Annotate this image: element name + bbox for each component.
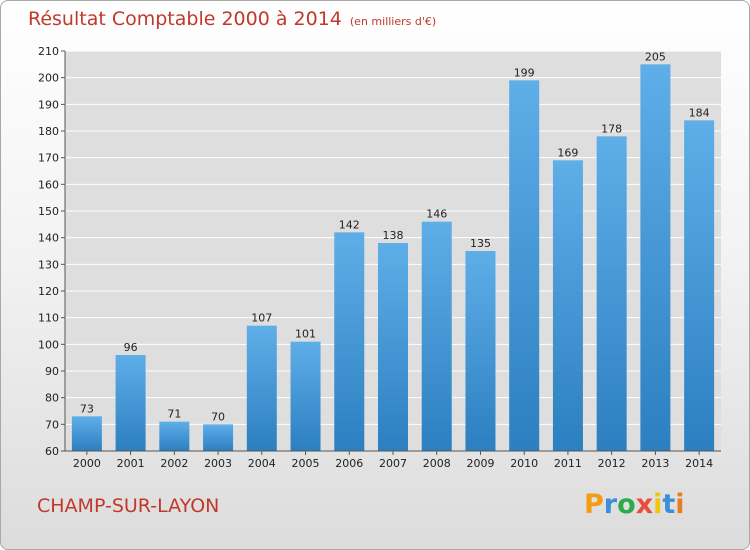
x-tick-label: 2007 bbox=[379, 457, 407, 470]
bar bbox=[159, 421, 190, 451]
data-labels: 73 96 71 70 107 101 142 138 146 135 199 169 178 205 18… bbox=[80, 50, 710, 423]
x-tick-label: 2000 bbox=[73, 457, 101, 470]
x-tick-label: 2008 bbox=[423, 457, 451, 470]
data-label: 73 bbox=[80, 402, 94, 415]
data-label: 146 bbox=[426, 208, 447, 221]
brand-letter: t bbox=[662, 489, 676, 520]
y-tick-label: 60 bbox=[45, 445, 59, 458]
y-tick-label: 80 bbox=[45, 392, 59, 405]
x-tick-label: 2012 bbox=[598, 457, 626, 470]
y-tick-label: 150 bbox=[38, 205, 59, 218]
x-tick-label: 2005 bbox=[292, 457, 320, 470]
bar bbox=[334, 232, 365, 451]
bar bbox=[640, 64, 671, 452]
y-tick-label: 120 bbox=[38, 285, 59, 298]
bar bbox=[552, 160, 583, 452]
x-tick-label: 2006 bbox=[335, 457, 363, 470]
y-tick-label: 70 bbox=[45, 418, 59, 431]
y-tick-label: 180 bbox=[38, 125, 59, 138]
bar bbox=[509, 80, 540, 451]
y-tick-label: 160 bbox=[38, 178, 59, 191]
data-label: 138 bbox=[383, 229, 404, 242]
bar bbox=[203, 424, 234, 451]
chart-title: Résultat Comptable 2000 à 2014 (en millie… bbox=[28, 8, 436, 30]
data-label: 135 bbox=[470, 237, 491, 250]
data-label: 184 bbox=[689, 106, 710, 119]
x-tick-label: 2010 bbox=[510, 457, 538, 470]
title-main: Résultat Comptable 2000 à 2014 bbox=[28, 8, 342, 30]
data-label: 96 bbox=[124, 341, 138, 354]
y-tick-label: 170 bbox=[38, 152, 59, 165]
brand-letter: P bbox=[584, 489, 604, 520]
data-label: 205 bbox=[645, 50, 666, 63]
brand-logo: Proxiti bbox=[584, 489, 685, 520]
data-label: 142 bbox=[339, 218, 360, 231]
x-tick-label: 2003 bbox=[204, 457, 232, 470]
bar bbox=[596, 136, 627, 452]
y-tick-label: 90 bbox=[45, 365, 59, 378]
bar bbox=[465, 251, 496, 451]
x-tick-label: 2013 bbox=[641, 457, 669, 470]
x-tick-label: 2014 bbox=[685, 457, 713, 470]
x-tick-label: 2011 bbox=[554, 457, 582, 470]
y-axis: 60 70 80 90 100 110 120 130 140 150 160 170 180 190 20… bbox=[38, 45, 66, 458]
data-label: 107 bbox=[251, 312, 272, 325]
x-tick-label: 2001 bbox=[117, 457, 145, 470]
x-axis: 2000 2001 2002 2003 2004 2005 2006 2007 2008 2009… bbox=[65, 450, 721, 470]
title-subtitle: (en milliers d'€) bbox=[349, 15, 437, 28]
x-tick-label: 2002 bbox=[160, 457, 188, 470]
x-tick-label: 2009 bbox=[466, 457, 494, 470]
y-tick-label: 190 bbox=[38, 98, 59, 111]
data-label: 199 bbox=[514, 66, 535, 79]
data-label: 70 bbox=[211, 410, 225, 423]
x-tick-label: 2004 bbox=[248, 457, 276, 470]
city-name: CHAMP-SUR-LAYON bbox=[37, 495, 220, 517]
data-label: 178 bbox=[601, 122, 622, 135]
data-label: 101 bbox=[295, 328, 316, 341]
brand-letter: i bbox=[653, 489, 663, 520]
bars bbox=[71, 64, 715, 452]
bar bbox=[378, 243, 408, 451]
y-tick-label: 100 bbox=[38, 338, 59, 351]
bar bbox=[684, 120, 715, 451]
brand-letter: o bbox=[617, 489, 636, 520]
bar bbox=[71, 416, 102, 451]
brand-letter: x bbox=[635, 489, 654, 520]
bar bbox=[115, 355, 146, 451]
y-tick-label: 140 bbox=[38, 232, 59, 245]
bar bbox=[421, 221, 452, 451]
bar bbox=[246, 325, 277, 451]
bar bbox=[290, 341, 321, 451]
brand-letter: i bbox=[675, 489, 685, 520]
y-tick-label: 200 bbox=[38, 72, 59, 85]
data-label: 71 bbox=[167, 408, 181, 421]
y-tick-label: 130 bbox=[38, 258, 59, 271]
y-tick-label: 110 bbox=[38, 312, 59, 325]
data-label: 169 bbox=[557, 146, 578, 159]
brand-letter: r bbox=[603, 489, 618, 520]
y-tick-label: 210 bbox=[38, 45, 59, 58]
